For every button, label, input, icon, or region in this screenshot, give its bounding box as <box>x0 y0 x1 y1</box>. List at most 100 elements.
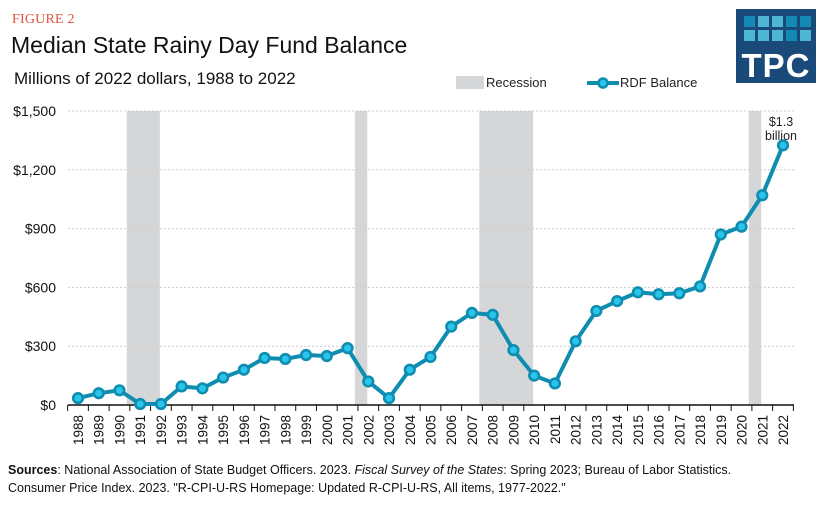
data-point <box>217 371 230 384</box>
x-tick-label: 2000 <box>320 415 335 445</box>
line-marker-swatch-icon <box>587 76 619 89</box>
x-tick-label: 2002 <box>361 415 376 445</box>
recession-band <box>748 111 762 405</box>
x-tick-label: 2003 <box>382 415 397 445</box>
data-point <box>756 189 769 202</box>
x-tick-label: 1990 <box>112 415 127 445</box>
y-tick-label: $0 <box>40 397 56 413</box>
x-tick-label: 2019 <box>714 415 729 445</box>
x-tick-label: 2010 <box>527 415 542 445</box>
data-point <box>714 228 727 241</box>
recession-bands <box>126 111 762 405</box>
x-tick-label: 1988 <box>71 415 86 445</box>
x-tick-label: 2001 <box>341 415 356 445</box>
data-point <box>673 287 686 300</box>
x-tick-label: 2013 <box>589 415 604 445</box>
data-point <box>776 139 790 152</box>
sources-publication: Fiscal Survey of the States <box>354 463 504 477</box>
x-tick-label: 2017 <box>672 415 687 445</box>
chart-subtitle: Millions of 2022 dollars, 1988 to 2022 <box>14 69 296 88</box>
y-tick-label: $600 <box>25 279 56 295</box>
data-point <box>528 369 541 382</box>
x-tick-label: 2007 <box>465 415 480 445</box>
tpc-logo: TPC <box>736 9 816 84</box>
y-tick-label: $1,500 <box>13 103 56 119</box>
data-point <box>279 352 292 366</box>
x-tick-label: 2018 <box>693 415 708 445</box>
x-tick-label: 1999 <box>299 415 314 445</box>
data-point <box>735 220 748 233</box>
data-point <box>652 288 665 301</box>
data-point <box>631 286 644 299</box>
x-tick-label: 2012 <box>569 415 584 445</box>
gridlines <box>68 110 794 347</box>
x-tick-label: 2009 <box>506 415 521 445</box>
x-tick-label: 1993 <box>175 415 190 445</box>
x-tick-label: 2015 <box>631 415 646 445</box>
data-point <box>299 348 313 362</box>
data-point <box>445 320 458 333</box>
tpc-logo-text: TPC <box>741 47 811 84</box>
data-point <box>134 397 147 411</box>
legend-label-recession: Recession <box>486 75 547 90</box>
y-tick-label: $300 <box>25 338 56 354</box>
x-tick-label: 2008 <box>486 415 501 445</box>
data-point <box>362 375 375 388</box>
x-tick-label: 2005 <box>424 415 439 445</box>
legend-item-recession: Recession <box>456 75 547 90</box>
x-tick-label: 2020 <box>735 415 750 445</box>
x-tick-label: 1996 <box>237 415 252 445</box>
x-tick-label: 2021 <box>755 415 770 445</box>
sources-text-3: Consumer Price Index. 2023. "R-CPI-U-RS … <box>8 481 566 495</box>
sources-note: Sources: National Association of State B… <box>8 461 823 497</box>
data-point <box>92 387 105 400</box>
legend-item-rdf-balance: RDF Balance <box>587 75 697 90</box>
x-tick-label: 2004 <box>403 415 418 446</box>
sources-label: Sources <box>8 463 58 477</box>
data-point <box>465 306 479 319</box>
figure-label: FIGURE 2 <box>12 12 75 27</box>
x-tick-label: 1989 <box>92 415 107 445</box>
x-tick-label: 1998 <box>278 415 293 445</box>
data-point <box>258 351 271 365</box>
data-point <box>403 363 416 376</box>
x-tick-label: 1994 <box>195 415 210 446</box>
sources-text-1: : National Association of State Budget O… <box>57 463 355 477</box>
x-tick-label: 1991 <box>133 415 148 445</box>
data-point <box>693 280 707 293</box>
annotation-value: $1.3 <box>769 115 793 129</box>
data-point <box>382 392 396 405</box>
data-point <box>175 380 188 393</box>
annotation-unit: billion <box>765 129 797 143</box>
data-point <box>507 344 520 357</box>
x-tick-label: 1997 <box>258 415 273 445</box>
data-point <box>154 397 168 411</box>
recession-swatch-icon <box>456 76 484 89</box>
data-point <box>341 342 354 355</box>
data-point <box>237 363 250 376</box>
data-point <box>486 308 499 321</box>
data-point <box>590 304 603 318</box>
recession-band <box>479 111 534 405</box>
sources-text-2: : Spring 2023; Bureau of Labor Statistic… <box>503 463 732 477</box>
y-tick-label: $1,200 <box>13 162 56 178</box>
legend-label-rdf-balance: RDF Balance <box>620 75 698 90</box>
data-point <box>320 349 333 363</box>
x-tick-label: 1992 <box>154 415 169 445</box>
recession-band <box>126 111 160 405</box>
x-tick-label: 2014 <box>610 415 625 446</box>
data-point <box>113 384 126 397</box>
data-point <box>424 350 437 364</box>
chart-title: Median State Rainy Day Fund Balance <box>11 32 408 58</box>
data-point <box>548 377 562 390</box>
series-rdf-balance <box>71 139 790 411</box>
x-tick-label: 1995 <box>216 415 231 445</box>
y-tick-label: $900 <box>25 221 56 237</box>
data-point <box>611 295 624 308</box>
line-chart: $0 $300 $600 $900 $1,200 $1,500 1988 1989 1990 1… <box>13 103 797 446</box>
data-point <box>196 382 209 395</box>
data-point <box>71 392 85 405</box>
tpc-logo-grid-icon <box>744 16 811 41</box>
recession-band <box>354 111 368 405</box>
